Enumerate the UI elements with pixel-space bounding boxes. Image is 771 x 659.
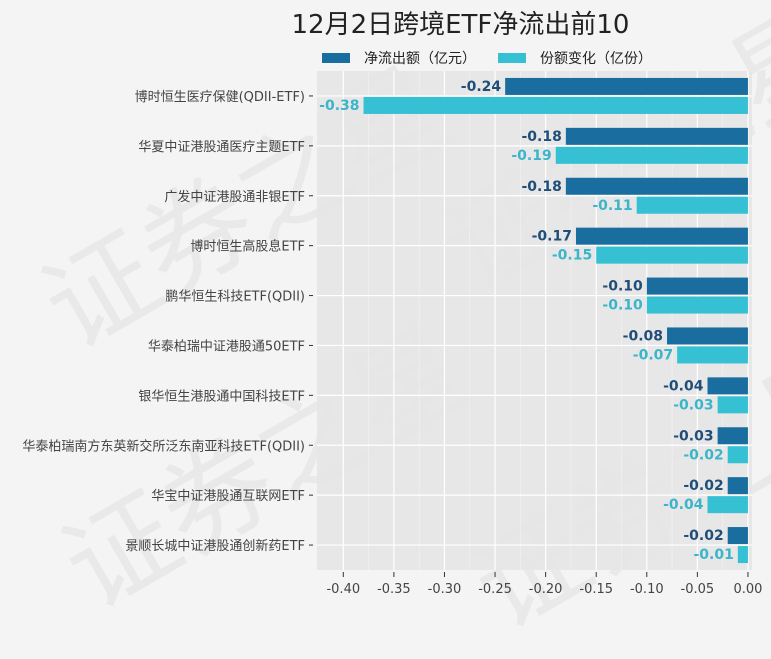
category-label: 华宝中证港股通互联网ETF — [151, 489, 305, 504]
data-label-share-change: -0.07 — [633, 347, 673, 363]
data-label-net-outflow: -0.18 — [522, 179, 562, 195]
chart-title: 12月2日跨境ETF净流出前10 — [291, 10, 630, 40]
x-tick-label: -0.20 — [529, 582, 563, 597]
legend-swatch-net-outflow — [322, 53, 350, 63]
legend-item-net-outflow: 净流出额（亿元） — [322, 48, 476, 68]
bar-net-outflow — [727, 477, 748, 495]
bar-net-outflow — [565, 127, 748, 145]
x-tick-label: -0.30 — [428, 582, 462, 597]
category-label: 华泰柏瑞中证港股通50ETF — [148, 339, 305, 354]
data-label-share-change: -0.19 — [511, 148, 551, 164]
bar-net-outflow — [667, 327, 748, 345]
bar-share-change — [646, 296, 748, 314]
data-label-share-change: -0.04 — [663, 497, 704, 513]
data-label-net-outflow: -0.03 — [673, 428, 713, 444]
data-label-net-outflow: -0.08 — [623, 328, 663, 344]
x-tick-label: 0.00 — [733, 582, 762, 597]
category-label: 景顺长城中证港股通创新药ETF — [125, 538, 305, 554]
bar-net-outflow — [707, 377, 748, 395]
legend-item-share-change: 份额变化（亿份） — [498, 48, 652, 68]
category-label: 华泰柏瑞南方东英新交所泛东南亚科技ETF(QDII) — [22, 438, 305, 454]
data-label-share-change: -0.38 — [319, 98, 359, 114]
data-label-net-outflow: -0.02 — [683, 528, 723, 544]
data-label-net-outflow: -0.10 — [602, 279, 643, 295]
legend: 净流出额（亿元） 份额变化（亿份） — [322, 48, 674, 68]
bar-share-change — [677, 346, 748, 364]
data-label-share-change: -0.03 — [673, 397, 713, 413]
category-label: 广发中证港股通非银ETF — [164, 189, 305, 205]
data-label-net-outflow: -0.04 — [663, 378, 704, 394]
legend-label-net-outflow: 净流出额（亿元） — [364, 51, 476, 67]
x-tick-label: -0.15 — [579, 582, 613, 597]
bar-share-change — [636, 196, 748, 214]
category-label: 银华恒生港股通中国科技ETF — [138, 389, 305, 404]
x-tick-label: -0.40 — [326, 582, 360, 597]
data-label-net-outflow: -0.02 — [683, 478, 723, 494]
data-label-share-change: -0.10 — [602, 298, 643, 314]
category-label: 博时恒生医疗保健(QDII-ETF) — [135, 90, 305, 105]
bar-net-outflow — [717, 427, 748, 445]
bar-net-outflow — [727, 527, 748, 545]
bar-share-change — [555, 146, 748, 164]
data-label-net-outflow: -0.18 — [522, 129, 562, 145]
bar-share-change — [363, 96, 748, 114]
data-label-net-outflow: -0.17 — [532, 229, 572, 245]
data-label-share-change: -0.15 — [552, 248, 592, 264]
bar-share-change — [727, 446, 748, 464]
data-label-share-change: -0.02 — [683, 447, 723, 463]
bar-net-outflow — [575, 227, 748, 245]
bar-net-outflow — [646, 277, 748, 295]
bar-chart: 博时恒生医疗保健(QDII-ETF) -0.24 -0.38 华夏中证港股通医疗主题E… — [22, 71, 762, 597]
data-label-share-change: -0.11 — [592, 198, 632, 214]
x-tick-label: -0.25 — [478, 582, 512, 597]
category-label: 鹏华恒生科技ETF(QDII) — [165, 290, 305, 305]
legend-label-share-change: 份额变化（亿份） — [540, 51, 652, 67]
x-tick-label: -0.10 — [630, 582, 664, 597]
bar-share-change — [737, 546, 748, 564]
x-tick-label: -0.05 — [681, 582, 715, 597]
bar-share-change — [707, 496, 748, 514]
bar-net-outflow — [505, 77, 748, 95]
data-label-share-change: -0.01 — [693, 547, 733, 563]
x-tick-label: -0.35 — [377, 582, 411, 597]
bar-net-outflow — [565, 177, 748, 195]
category-label: 博时恒生高股息ETF — [190, 239, 305, 255]
category-label: 华夏中证港股通医疗主题ETF — [138, 140, 305, 155]
data-label-net-outflow: -0.24 — [461, 79, 502, 95]
bar-share-change — [717, 396, 748, 414]
bar-share-change — [596, 246, 748, 264]
legend-swatch-share-change — [498, 53, 526, 63]
